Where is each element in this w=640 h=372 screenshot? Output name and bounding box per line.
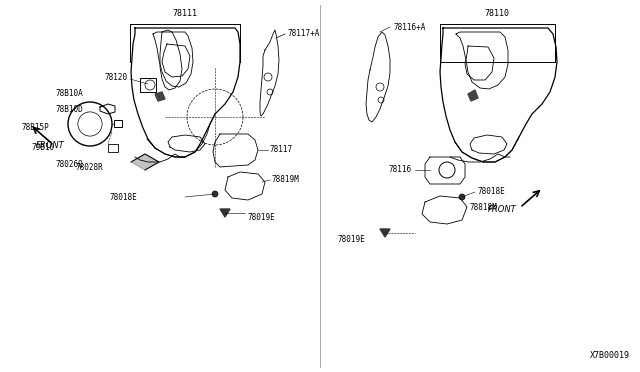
Text: 78117: 78117 — [270, 145, 293, 154]
Text: 78018E: 78018E — [477, 187, 505, 196]
Text: 78B10A: 78B10A — [55, 90, 83, 99]
Polygon shape — [468, 90, 478, 101]
Text: 78028R: 78028R — [76, 164, 104, 173]
Text: 78117+A: 78117+A — [287, 29, 319, 38]
Polygon shape — [131, 154, 159, 170]
Text: 78019E: 78019E — [338, 235, 365, 244]
Text: FRONT: FRONT — [488, 205, 517, 214]
Text: 78110: 78110 — [484, 9, 509, 18]
Text: 78111: 78111 — [173, 9, 198, 18]
Bar — [140, 78, 156, 92]
Polygon shape — [155, 92, 165, 101]
Text: 78116: 78116 — [389, 166, 412, 174]
Circle shape — [212, 191, 218, 197]
Text: 78819M: 78819M — [272, 176, 300, 185]
Text: 78018E: 78018E — [110, 192, 138, 202]
Circle shape — [459, 194, 465, 200]
Text: 79B10: 79B10 — [32, 142, 55, 151]
Text: X7B00019: X7B00019 — [590, 351, 630, 360]
Text: 78120: 78120 — [105, 74, 128, 83]
Polygon shape — [220, 209, 230, 217]
Text: 78818M: 78818M — [470, 202, 498, 212]
Text: 78019E: 78019E — [248, 214, 276, 222]
Text: 78116+A: 78116+A — [393, 22, 426, 32]
Bar — [108, 144, 118, 152]
Text: 78B15P: 78B15P — [22, 122, 50, 131]
Polygon shape — [380, 229, 390, 237]
Text: FRONT: FRONT — [36, 141, 65, 151]
Bar — [114, 120, 122, 127]
Text: 78B10D: 78B10D — [55, 106, 83, 115]
Text: 78026Q: 78026Q — [55, 160, 83, 169]
